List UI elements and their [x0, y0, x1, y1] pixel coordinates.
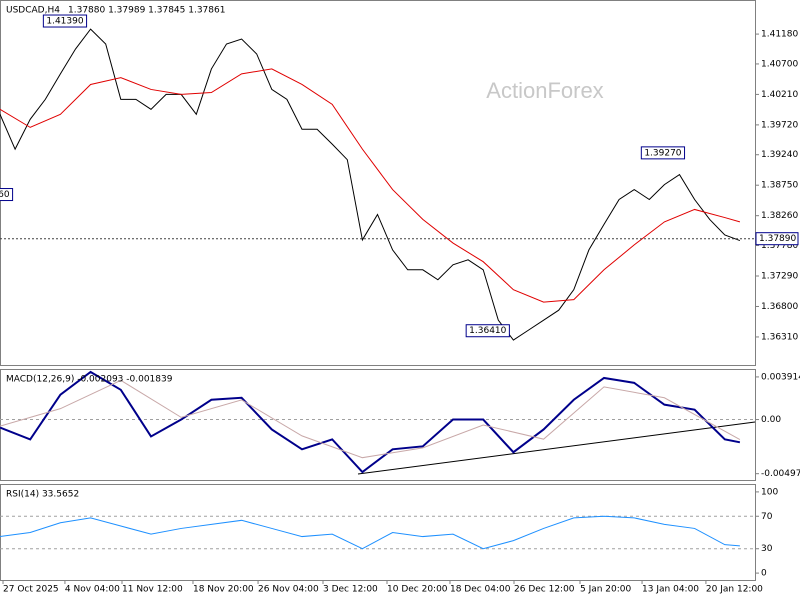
- y-tick-label: 0: [761, 569, 767, 579]
- panel-subtitle: 1.37880 1.37989 1.37845 1.37861: [68, 6, 225, 16]
- y-tick-label: 1.39720: [761, 120, 798, 130]
- macd-panel: [0, 369, 756, 481]
- y-tick-label: 70: [761, 512, 773, 522]
- x-tick-label: 4 Nov 04:00: [65, 585, 120, 595]
- y-tick-label: 1.38260: [761, 211, 798, 221]
- x-tick-label: 11 Nov 12:00: [122, 585, 183, 595]
- series-line: [0, 68, 741, 303]
- annotation-label: 1.36410: [469, 326, 506, 336]
- series-line: [0, 515, 740, 550]
- y-tick-label: 1.40210: [761, 90, 798, 100]
- x-tick-label: 10 Dec 20:00: [387, 585, 448, 595]
- y-tick-label: 1.36800: [761, 302, 798, 312]
- y-tick-label: 1.41180: [761, 30, 798, 40]
- y-tick-label: 1.39240: [761, 150, 798, 160]
- y-tick-label: 30: [761, 544, 773, 554]
- y-tick-label: 1.37290: [761, 272, 798, 282]
- panel-title: RSI(14) 33.5652: [6, 490, 79, 500]
- annotation-box: [42, 14, 88, 28]
- panel-title: USDCAD,H4: [6, 6, 60, 16]
- y-tick-label: 0.00: [761, 415, 781, 425]
- x-tick-label: 18 Nov 20:00: [193, 585, 254, 595]
- trend-line: [357, 421, 756, 475]
- x-tick-label: 26 Dec 12:00: [514, 585, 575, 595]
- rsi-panel: [0, 484, 756, 581]
- annotation-box: [0, 188, 14, 202]
- panel-title: MACD(12,26,9) -0.002093 -0.001839: [6, 375, 173, 385]
- series-line: [0, 370, 741, 474]
- y-tick-label: 1.37780: [761, 241, 798, 251]
- y-tick-label: 1.36310: [761, 332, 798, 342]
- annotation-box: [465, 324, 510, 338]
- series-line: [0, 379, 741, 459]
- y-tick-label: -0.00497: [761, 469, 800, 479]
- y-tick-label: 100: [761, 487, 778, 497]
- y-tick-label: 1.38750: [761, 181, 798, 191]
- annotation-label: 60: [0, 190, 10, 200]
- annotation-label: 1.41390: [46, 17, 83, 27]
- series-line: [0, 28, 741, 341]
- x-tick-label: 5 Jan 20:00: [580, 585, 632, 595]
- y-tick-label: 0.003914: [761, 372, 800, 382]
- x-tick-label: 20 Jan 12:00: [706, 585, 763, 595]
- current-price-label: 1.37890: [759, 234, 796, 244]
- annotation-box: [640, 146, 686, 160]
- x-tick-label: 3 Dec 12:00: [323, 585, 378, 595]
- annotation-label: 1.39270: [644, 148, 681, 158]
- y-tick-label: 1.40700: [761, 59, 798, 69]
- x-tick-label: 13 Jan 04:00: [642, 585, 699, 595]
- current-price-box: [755, 232, 799, 246]
- watermark: ActionForex: [486, 78, 603, 103]
- x-tick-label: 26 Nov 04:00: [258, 585, 319, 595]
- price-panel: [0, 0, 756, 366]
- x-tick-label: 27 Oct 2025: [3, 585, 59, 595]
- x-tick-label: 18 Dec 04:00: [450, 585, 511, 595]
